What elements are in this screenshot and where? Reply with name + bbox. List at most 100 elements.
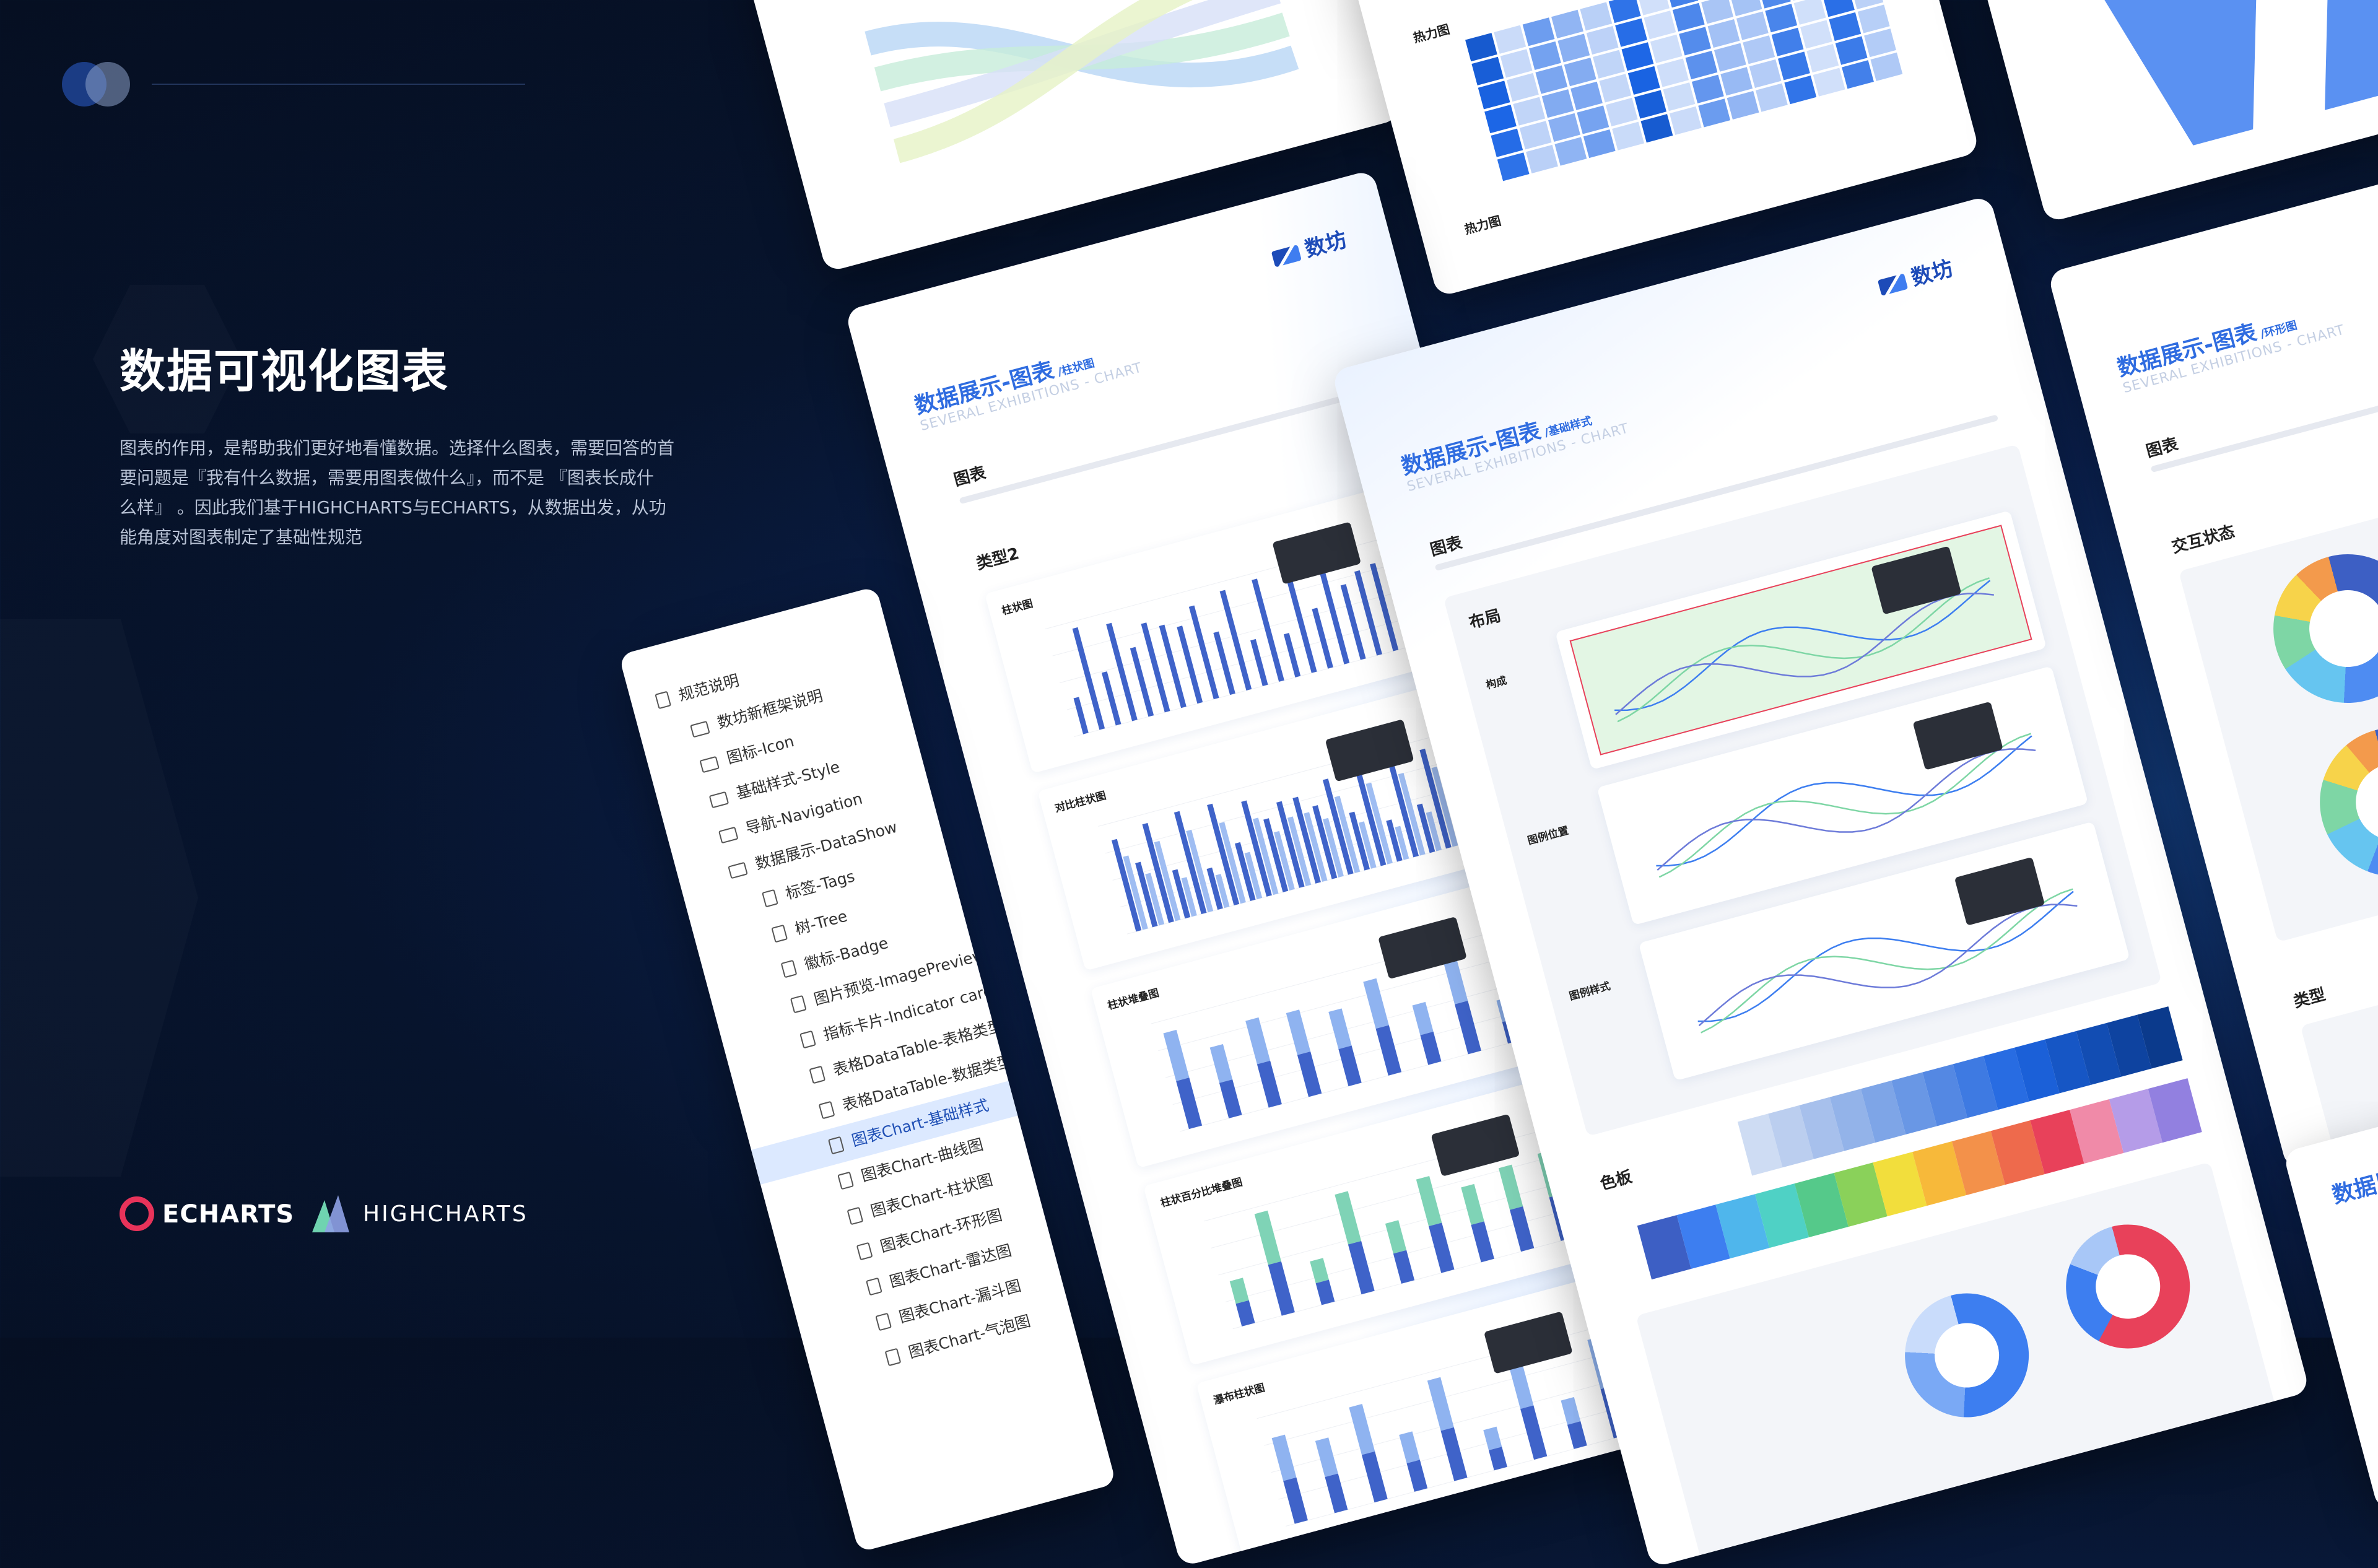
sankey-card	[692, 0, 1401, 272]
bar	[1483, 1426, 1502, 1450]
description-line: 要问题是『我有什么数据，需要用图表做什么』，而不是 『图表长成什	[120, 468, 654, 488]
bar	[1257, 1060, 1282, 1108]
cell	[1465, 33, 1497, 62]
bar	[1375, 1025, 1402, 1076]
page: 数据可视化图表 图表的作用，是帮助我们更好地看懂数据。选择什么图表，需要回答的首…	[0, 0, 2378, 1338]
cell	[1679, 27, 1712, 56]
bar-chart	[1204, 1115, 1604, 1330]
section-label: 图表	[2144, 435, 2180, 461]
bar	[1245, 1017, 1271, 1065]
chart-panel: 柱状图	[985, 478, 1464, 773]
bar	[1398, 772, 1426, 856]
section-label: 图表	[952, 463, 988, 490]
heatmap	[1465, 0, 1903, 181]
bar	[1163, 1029, 1190, 1081]
nav-icon	[799, 1030, 816, 1049]
cell	[1720, 67, 1753, 96]
chart-panel: 构成	[1484, 510, 2047, 770]
grid	[1158, 951, 1530, 1052]
cell	[1522, 17, 1555, 46]
bar	[1567, 1421, 1587, 1449]
chart-panel: 柱状堆叠图	[1090, 873, 1569, 1169]
bar	[1340, 584, 1366, 660]
cell	[1535, 65, 1568, 94]
grid	[1112, 780, 1484, 881]
cell	[1669, 106, 1702, 135]
nav-icon	[856, 1242, 873, 1261]
cell	[1640, 114, 1673, 143]
nav-icon	[690, 720, 710, 738]
bar	[1315, 1279, 1335, 1305]
nav-icon	[875, 1312, 892, 1331]
brand: 数坊	[1269, 222, 1350, 271]
cell	[1758, 0, 1791, 9]
cell	[1793, 0, 1826, 25]
bar	[1310, 1258, 1329, 1284]
funnel	[2079, 0, 2378, 146]
cell	[1478, 81, 1510, 110]
bar	[1186, 829, 1214, 913]
bar	[1287, 816, 1312, 886]
bar	[1419, 748, 1452, 849]
bar	[1254, 1210, 1281, 1265]
tooltip	[1326, 720, 1414, 782]
cell	[1870, 52, 1903, 81]
chart-panel: 图例位置	[1527, 666, 2089, 926]
cell	[1583, 129, 1616, 159]
bar	[1235, 842, 1256, 901]
bar	[1235, 1300, 1255, 1326]
nav-text: 规范说明	[676, 671, 741, 705]
bar	[1416, 803, 1435, 853]
bar	[1297, 1051, 1322, 1097]
basic-card: 数坊 数据展示-图表/基础样式 SEVERAL EXHIBITIONS - CH…	[1331, 195, 2310, 1568]
bar	[1328, 1008, 1352, 1050]
cell	[1730, 0, 1762, 17]
bar	[1271, 1434, 1297, 1481]
bar	[1349, 1404, 1375, 1455]
cell	[1564, 58, 1596, 87]
divider	[152, 84, 525, 85]
nav-icon	[847, 1206, 864, 1226]
bar	[1399, 1431, 1420, 1463]
bar	[1207, 803, 1240, 906]
bar	[1215, 874, 1230, 908]
cell	[1644, 11, 1676, 40]
bar	[1416, 1175, 1442, 1227]
nav-icon	[771, 924, 788, 943]
grid	[1120, 807, 1491, 908]
bar	[1206, 867, 1223, 910]
cell	[1551, 9, 1583, 38]
cell	[1497, 152, 1530, 181]
bar	[1229, 1278, 1249, 1304]
bar	[1276, 801, 1305, 888]
chart-panel: 图例样式	[1568, 821, 2130, 1081]
line-chart	[1569, 525, 2032, 756]
cell	[1800, 20, 1832, 49]
cell	[1557, 33, 1590, 63]
cell	[1491, 128, 1523, 157]
bar	[1176, 1078, 1203, 1130]
bar	[1111, 838, 1142, 932]
cell	[1484, 104, 1517, 134]
bar	[1172, 869, 1191, 919]
bar	[1219, 1079, 1242, 1118]
bar	[1338, 1045, 1362, 1087]
cell	[1701, 0, 1734, 24]
nav-icon	[818, 1100, 835, 1120]
cell	[1663, 82, 1696, 111]
bar	[1312, 805, 1338, 879]
bar	[1188, 605, 1219, 700]
bar	[1440, 1427, 1468, 1481]
cell	[1736, 11, 1769, 40]
title: 数据可视化图表	[120, 345, 449, 398]
line	[1658, 733, 2032, 878]
cell	[1519, 121, 1552, 150]
bar	[1130, 647, 1154, 717]
tooltip	[1431, 1115, 1519, 1176]
bar	[1284, 572, 1317, 673]
tooltip	[1378, 917, 1466, 978]
grid	[1074, 637, 1445, 737]
funnel-card	[1903, 0, 2378, 223]
flow	[893, 0, 1272, 163]
bar	[1393, 1250, 1415, 1284]
